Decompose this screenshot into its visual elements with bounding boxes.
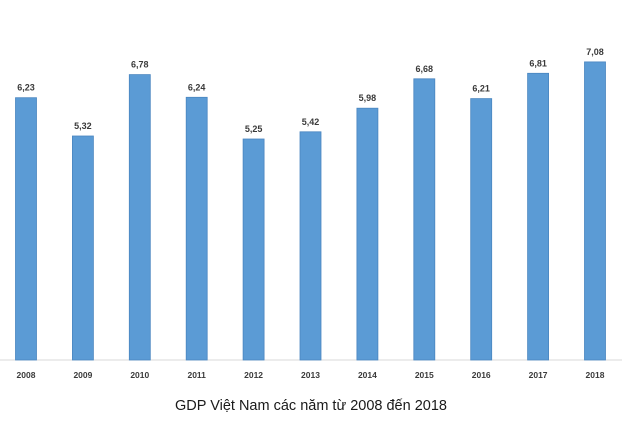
value-label-2012: 5,25 <box>245 124 263 134</box>
bar-2008 <box>15 97 37 361</box>
bar-2016 <box>470 98 493 361</box>
bar-2013 <box>299 131 322 361</box>
x-tick-label-2011: 2011 <box>187 370 206 380</box>
bar-2017 <box>527 72 549 361</box>
bar-2011 <box>185 96 208 361</box>
x-tick-label-2017: 2017 <box>529 370 548 380</box>
bar-2018 <box>584 61 606 361</box>
value-label-2008: 6,23 <box>17 83 35 93</box>
bar-2009 <box>72 135 94 361</box>
value-label-2016: 6,21 <box>472 84 490 94</box>
x-tick-label-2013: 2013 <box>301 370 320 380</box>
x-tick-label-2009: 2009 <box>73 370 92 380</box>
x-tick-label-2012: 2012 <box>244 370 263 380</box>
value-label-2010: 6,78 <box>131 60 149 70</box>
bar-2014 <box>356 107 379 361</box>
chart-caption: GDP Việt Nam các năm từ 2008 đến 2018 <box>175 398 447 414</box>
value-labels-group: 6,23 5,32 6,78 6,24 5,25 5,42 5,98 6,68 6,21 6,81… <box>17 47 604 134</box>
x-tick-label-2010: 2010 <box>130 370 149 380</box>
value-label-2014: 5,98 <box>359 93 377 103</box>
x-tick-label-2008: 2008 <box>17 370 36 380</box>
value-label-2011: 6,24 <box>188 82 206 92</box>
value-label-2009: 5,32 <box>74 121 92 131</box>
x-tick-label-2016: 2016 <box>472 370 491 380</box>
x-tick-label-2018: 2018 <box>586 370 605 380</box>
value-label-2015: 6,68 <box>416 64 434 74</box>
value-label-2017: 6,81 <box>529 58 547 68</box>
x-tick-label-2014: 2014 <box>358 370 377 380</box>
bar-2012 <box>242 138 265 361</box>
bars-group <box>15 61 606 361</box>
value-label-2013: 5,42 <box>302 117 320 127</box>
value-label-2018: 7,08 <box>586 47 604 57</box>
x-tick-label-2015: 2015 <box>415 370 434 380</box>
bar-2010 <box>128 74 151 361</box>
x-tick-labels-group: 2008 2009 2010 2011 2012 2013 2014 2015 2016 2017… <box>17 370 605 380</box>
bar-2015 <box>413 78 436 361</box>
